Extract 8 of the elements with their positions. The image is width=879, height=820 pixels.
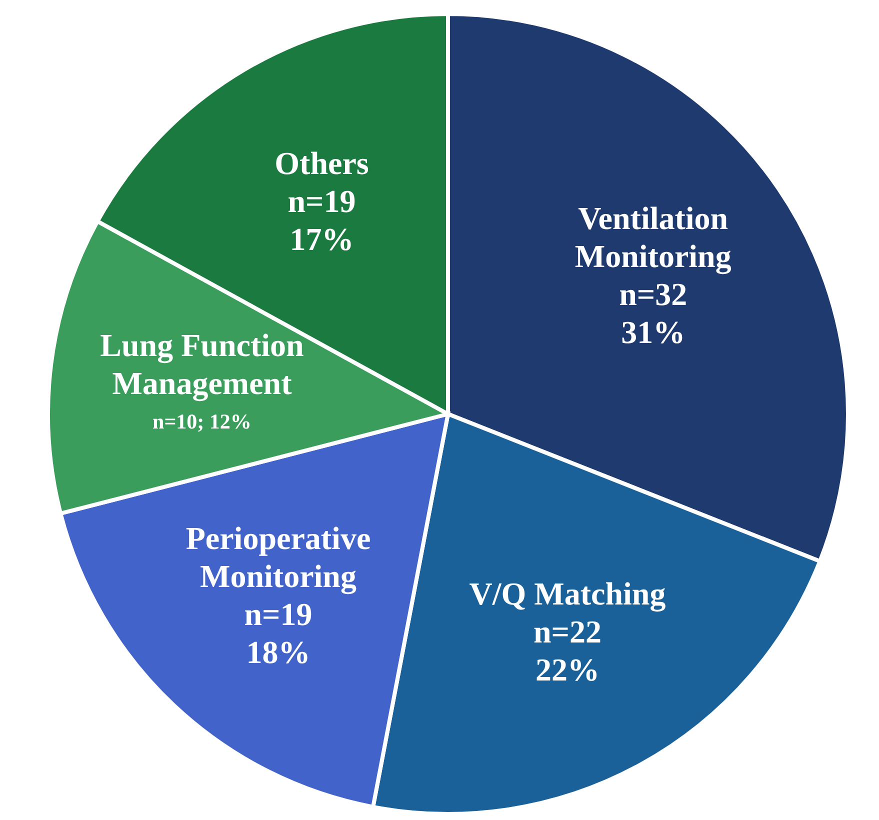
data-label: n=10; 12% [152, 409, 252, 434]
data-label: n=19 17% [288, 182, 356, 257]
slice-label: Others [274, 144, 369, 181]
data-label: n=22 22% [533, 614, 602, 688]
slice-label: Lung Function Management [100, 327, 304, 402]
data-label: n=32 31% [619, 276, 688, 350]
slice-label: V/Q Matching [469, 576, 666, 613]
data-label: n=19 18% [244, 596, 312, 670]
